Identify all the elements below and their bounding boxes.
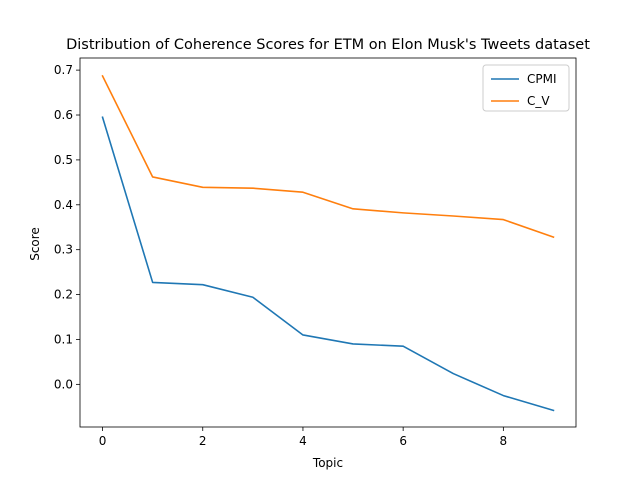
x-axis-label: Topic: [312, 456, 343, 470]
axes-frame: [79, 57, 577, 428]
legend-label: CPMI: [527, 72, 557, 86]
legend-box: [482, 64, 570, 112]
x-tick-label: 0: [99, 434, 107, 448]
y-tick-label: 0.1: [54, 332, 73, 346]
y-tick-label: 0.6: [54, 108, 73, 122]
y-tick-label: 0.5: [54, 153, 73, 167]
y-tick-label: 0.3: [54, 243, 73, 257]
x-tick-label: 8: [500, 434, 508, 448]
y-axis-label: Score: [28, 227, 42, 261]
series-line-c-v: [101, 74, 555, 239]
plot-area: 0 2 4 6 8 0.0 0.1 0.2 0.3 0.4 0.5 0.6 0.7 CPMI C_V: [54, 57, 577, 448]
y-tick-label: 0.7: [54, 63, 73, 77]
y-tick-label: 0.0: [54, 377, 73, 391]
y-tick-label: 0.4: [54, 198, 73, 212]
x-tick-label: 4: [299, 434, 307, 448]
chart-title: Distribution of Coherence Scores for ETM…: [66, 37, 590, 53]
x-tick-label: 2: [199, 434, 207, 448]
x-tick-label: 6: [399, 434, 407, 448]
y-tick-label: 0.2: [54, 288, 73, 302]
series-line-cpmi: [101, 116, 555, 412]
legend-label: C_V: [527, 94, 550, 108]
